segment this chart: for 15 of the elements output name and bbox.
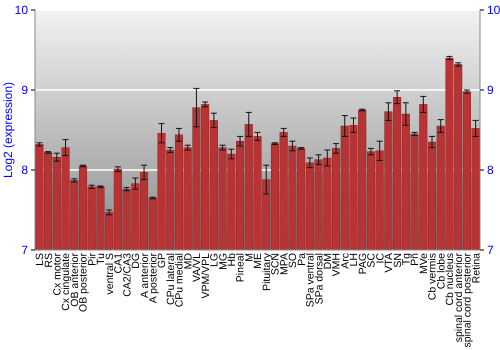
y2-tick-label: 9	[487, 82, 494, 97]
y-tick-label: 10	[14, 2, 28, 17]
y-tick-label: 8	[21, 162, 28, 177]
x-tick-label: A posterior	[147, 252, 160, 304]
x-tick-label: RS	[42, 253, 55, 268]
y2-tick-label: 7	[487, 242, 494, 257]
y2-tick-label: 10	[487, 2, 500, 17]
y-tick-label: 9	[21, 82, 28, 97]
x-tick-label: Tg	[400, 252, 413, 266]
y-axis-title: Log2 (expression)	[1, 82, 15, 178]
x-tick-label: OB posterior	[78, 252, 90, 312]
y2-tick-label: 8	[487, 162, 494, 177]
y-tick-label: 7	[21, 242, 28, 257]
x-tick-label: Arc	[339, 253, 352, 269]
x-tick-label: DG	[130, 253, 142, 269]
